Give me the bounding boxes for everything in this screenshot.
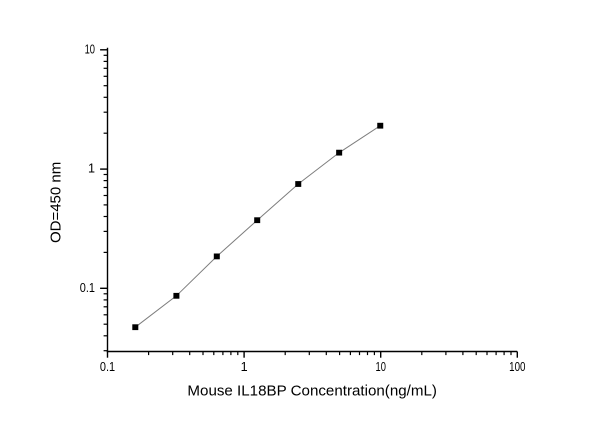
svg-text:100: 100 [509, 360, 525, 374]
svg-text:10: 10 [85, 42, 95, 56]
svg-text:1: 1 [241, 360, 248, 374]
svg-text:0.1: 0.1 [100, 360, 115, 374]
svg-text:10: 10 [376, 360, 386, 374]
svg-text:1: 1 [88, 162, 95, 176]
svg-text:0.1: 0.1 [80, 281, 95, 295]
svg-text:Mouse IL18BP Concentration(ng/: Mouse IL18BP Concentration(ng/mL) [187, 384, 437, 400]
svg-text:OD=450 nm: OD=450 nm [48, 162, 65, 243]
